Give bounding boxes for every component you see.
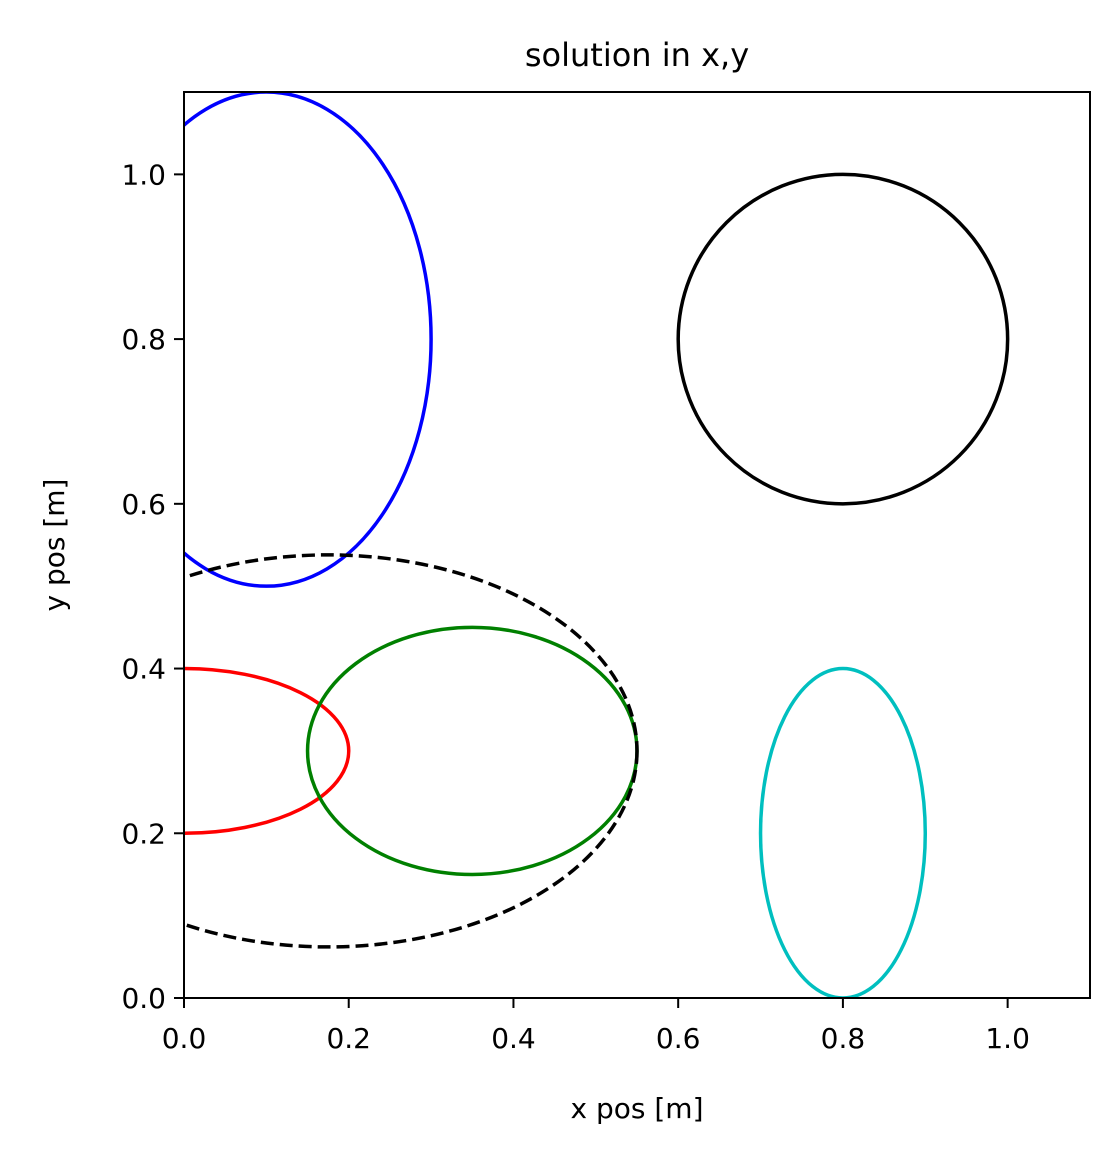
y-axis-ticks: 0.0 0.2 0.4 0.6 0.8 1.0 — [121, 158, 184, 1015]
x-tick-label: 0.8 — [821, 1022, 866, 1055]
y-tick-label: 0.8 — [121, 323, 166, 356]
x-tick-label: 0.0 — [162, 1022, 207, 1055]
y-tick-label: 0.4 — [121, 653, 166, 686]
x-tick-label: 0.4 — [491, 1022, 536, 1055]
series-ellipse-3 — [184, 666, 351, 835]
plot-area — [184, 92, 1090, 998]
chart-title: solution in x,y — [525, 36, 749, 74]
x-axis-ticks: 0.0 0.2 0.4 0.6 0.8 1.0 — [162, 998, 1030, 1055]
series-ellipse-6 — [184, 553, 639, 949]
plot-frame — [183, 91, 1091, 999]
x-axis-label: x pos [m] — [571, 1092, 704, 1125]
y-tick-label: 0.0 — [121, 982, 166, 1015]
series-ellipse-1 — [184, 92, 433, 588]
series-ellipse-2 — [676, 172, 1010, 506]
y-axis-label: y pos [m] — [38, 479, 71, 612]
x-tick-label: 0.6 — [656, 1022, 701, 1055]
series-layer — [184, 92, 1010, 998]
y-tick-label: 0.2 — [121, 817, 166, 850]
y-tick-label: 1.0 — [121, 158, 166, 191]
x-tick-label: 0.2 — [326, 1022, 371, 1055]
x-tick-label: 1.0 — [985, 1022, 1030, 1055]
y-tick-label: 0.6 — [121, 488, 166, 521]
